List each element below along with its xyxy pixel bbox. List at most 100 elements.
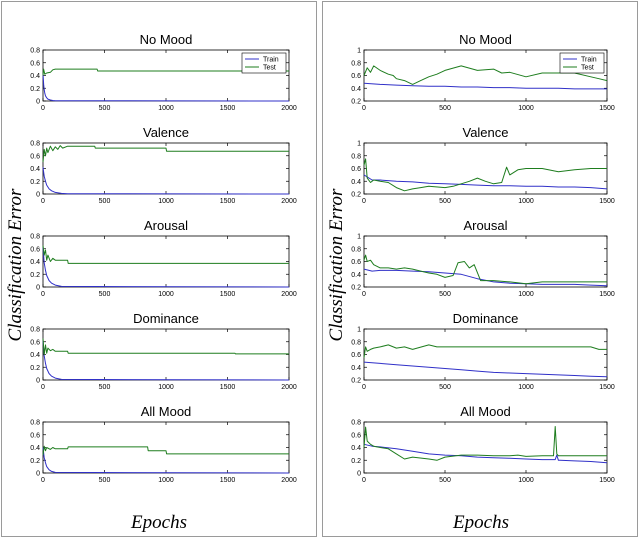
chart-8-x-tick-label: 1500 (599, 384, 615, 391)
chart-3-y-tick-label: 0.8 (30, 327, 40, 334)
chart-3-y-tick-label: 0.4 (30, 352, 40, 359)
chart-3-x-tick-label: 0 (41, 384, 45, 391)
chart-4-title: All Mood (141, 404, 192, 419)
chart-7-series-test-line (363, 254, 607, 285)
chart-4-plot-area (42, 421, 290, 474)
chart-5-y-tick-label: 0.6 (351, 73, 361, 80)
chart-5-series-test-line (363, 65, 608, 85)
chart-2-x-tick-label: 0 (41, 291, 45, 298)
chart-0-series-test-line (42, 68, 289, 76)
chart-1-x-tick-label: 1500 (220, 198, 236, 205)
chart-0-legend-label-test: Test (263, 65, 276, 72)
chart-9-x-tick-label: 500 (439, 477, 451, 484)
chart-0-x-tick-label: 2000 (281, 105, 297, 112)
chart-7-x-tick-label: 1500 (599, 291, 615, 298)
chart-7-x-tick-label: 1000 (518, 291, 534, 298)
chart-3-plot-area (42, 328, 290, 381)
chart-2-y-tick-label: 0 (36, 285, 40, 292)
chart-9-y-tick-label: 0.4 (351, 445, 361, 452)
chart-6-y-tick-label: 1 (357, 141, 361, 148)
chart-4-x-tick-label: 0 (41, 477, 45, 484)
chart-4-y-tick-label: 0.8 (30, 420, 40, 427)
chart-3-y-tick-label: 0 (36, 378, 40, 385)
chart-5-x-tick-label: 1000 (518, 105, 534, 112)
chart-9-y-tick-label: 0.8 (351, 420, 361, 427)
chart-9-plot-area (363, 421, 608, 474)
chart-0-x-tick-label: 500 (99, 105, 111, 112)
chart-1-series-test-line (42, 145, 289, 163)
chart-8-x-tick-label: 1000 (518, 384, 534, 391)
chart-9-series-train-line (363, 443, 608, 464)
chart-7-x-tick-label: 0 (362, 291, 366, 298)
chart-2-x-tick-label: 1500 (220, 291, 236, 298)
chart-6-series-test-line (363, 158, 607, 192)
chart-6-y-tick-label: 0.8 (351, 153, 361, 160)
chart-4-x-tick-label: 1000 (158, 477, 174, 484)
chart-6-x-tick-label: 0 (362, 198, 366, 205)
chart-2-series-train-line (42, 247, 290, 288)
chart-7-title: Arousal (463, 218, 507, 233)
chart-2-y-tick-label: 0.2 (30, 272, 40, 279)
chart-3-x-tick-label: 2000 (281, 384, 297, 391)
chart-5-y-tick-label: 0.4 (351, 86, 361, 93)
chart-6-series-train-line (363, 174, 608, 190)
chart-5-y-tick-label: 0.2 (351, 99, 361, 106)
chart-5-x-tick-label: 500 (439, 105, 451, 112)
chart-9-x-tick-label: 1000 (518, 477, 534, 484)
chart-9-title: All Mood (460, 404, 511, 419)
chart-2-title: Arousal (144, 218, 188, 233)
chart-8-y-tick-label: 0.4 (351, 365, 361, 372)
chart-0-x-tick-label: 1500 (220, 105, 236, 112)
chart-7-series-train-line (363, 268, 608, 287)
chart-8-title: Dominance (453, 311, 519, 326)
chart-6-plot-area (363, 142, 608, 195)
chart-5-legend-label-train: Train (581, 57, 597, 64)
chart-5-series-train-line (363, 82, 607, 90)
chart-9-y-tick-label: 0 (357, 471, 361, 478)
chart-1-x-tick-label: 500 (99, 198, 111, 205)
chart-4-y-tick-label: 0.4 (30, 445, 40, 452)
chart-3-title: Dominance (133, 311, 199, 326)
chart-3-y-tick-label: 0.2 (30, 365, 40, 372)
chart-6-y-tick-label: 0.6 (351, 166, 361, 173)
chart-6-x-tick-label: 500 (439, 198, 451, 205)
chart-0-y-tick-label: 0.8 (30, 48, 40, 55)
chart-5-legend (559, 52, 605, 74)
chart-1-x-tick-label: 2000 (281, 198, 297, 205)
chart-9-x-tick-label: 1500 (599, 477, 615, 484)
chart-8-plot-area (363, 328, 608, 381)
chart-2-x-tick-label: 1000 (158, 291, 174, 298)
chart-3-y-tick-label: 0.6 (30, 339, 40, 346)
chart-0-x-tick-label: 1000 (158, 105, 174, 112)
chart-0-legend-label-train: Train (263, 57, 279, 64)
chart-0-y-tick-label: 0 (36, 99, 40, 106)
chart-0-title: No Mood (140, 32, 193, 47)
chart-5-x-tick-label: 1500 (599, 105, 615, 112)
chart-1-title: Valence (143, 125, 189, 140)
chart-7-y-tick-label: 0.4 (351, 272, 361, 279)
chart-7-plot-area (363, 235, 608, 288)
chart-2-y-tick-label: 0.8 (30, 234, 40, 241)
chart-9-x-tick-label: 0 (362, 477, 366, 484)
chart-8-series-train-line (363, 361, 608, 378)
chart-0-y-tick-label: 0.2 (30, 86, 40, 93)
chart-4-x-tick-label: 1500 (220, 477, 236, 484)
chart-0-y-tick-label: 0.6 (30, 60, 40, 67)
chart-7-y-tick-label: 1 (357, 234, 361, 241)
x-axis-label-left: Epochs (131, 512, 187, 533)
chart-7-y-tick-label: 0.8 (351, 246, 361, 253)
chart-2-x-tick-label: 500 (99, 291, 111, 298)
chart-7-x-tick-label: 500 (439, 291, 451, 298)
chart-4-y-tick-label: 0.6 (30, 432, 40, 439)
chart-4-series-train-line (42, 447, 290, 474)
chart-8-y-tick-label: 0.6 (351, 352, 361, 359)
chart-0-series-train-line (42, 74, 290, 102)
chart-2-plot-area (42, 235, 290, 288)
chart-1-y-tick-label: 0.4 (30, 166, 40, 173)
chart-3-x-tick-label: 500 (99, 384, 111, 391)
chart-0-legend (241, 52, 287, 74)
chart-8-x-tick-label: 0 (362, 384, 366, 391)
chart-3-x-tick-label: 1500 (220, 384, 236, 391)
chart-0-y-tick-label: 0.4 (30, 73, 40, 80)
